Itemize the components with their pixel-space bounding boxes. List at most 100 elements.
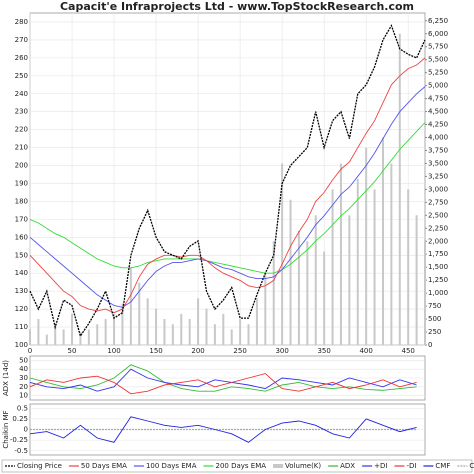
volume-bar — [213, 324, 216, 345]
volume-bar — [373, 189, 376, 345]
volume-bar — [171, 324, 174, 345]
y-tick-label: 190 — [15, 179, 28, 187]
volume-bar — [129, 267, 132, 345]
y-tick-label: 120 — [15, 305, 28, 313]
y-tick-label: 240 — [15, 90, 28, 98]
x-tick-label: 250 — [233, 347, 246, 355]
y-tick-label: 140 — [15, 269, 28, 277]
y2-tick-label: 1,750 — [428, 250, 448, 258]
volume-bar — [239, 319, 242, 345]
y2-tick-label: 2,750 — [428, 198, 448, 206]
y-tick-label: 50 — [19, 356, 28, 364]
x-tick-label: 100 — [107, 347, 120, 355]
y2-tick-label: 6,000 — [428, 30, 448, 38]
volume-bar — [104, 319, 107, 345]
volume-bar — [54, 324, 57, 345]
y2-tick-label: 5,000 — [428, 82, 448, 90]
volume-bar — [306, 241, 309, 345]
series-line — [29, 57, 426, 314]
series-line — [29, 368, 417, 392]
volume-bar — [87, 329, 90, 345]
volume-bar — [96, 324, 99, 345]
y-tick-label: 10 — [19, 392, 28, 400]
y2-tick-label: 750 — [428, 302, 441, 310]
y2-tick-label: 1,500 — [428, 263, 448, 271]
legend-box — [1, 459, 473, 473]
y2-tick-label: 2,500 — [428, 211, 448, 219]
y2-tick-label: 2,250 — [428, 224, 448, 232]
y-tick-label: 250 — [15, 72, 28, 80]
y-tick-label: 0 — [24, 426, 28, 434]
volume-bar — [37, 319, 40, 345]
y-tick-label: 170 — [15, 215, 28, 223]
legend-label: 100 Days EMA — [146, 462, 197, 470]
series-line — [29, 373, 417, 395]
volume-bar — [365, 147, 368, 345]
volume-bar — [71, 313, 74, 345]
volume-bar — [205, 308, 208, 345]
volume-bar — [348, 215, 351, 345]
legend-label: +DI — [374, 462, 387, 470]
volume-bar — [398, 33, 401, 345]
volume-bar — [424, 241, 426, 345]
y-tick-label: 260 — [15, 54, 28, 62]
y-tick-label: 40 — [19, 365, 28, 373]
y2-tick-label: 5,750 — [428, 43, 448, 51]
legend-label: CMF 0 — [469, 462, 474, 470]
volume-bar — [247, 324, 250, 345]
x-tick-label: 350 — [317, 347, 330, 355]
y2-tick-label: 3,500 — [428, 159, 448, 167]
volume-bar — [255, 298, 258, 345]
series-line — [29, 86, 426, 308]
volume-bar — [390, 163, 393, 345]
volume-bar — [297, 230, 300, 345]
y2-tick-label: 4,500 — [428, 108, 448, 116]
y-tick-label: 110 — [15, 323, 28, 331]
volume-bar — [188, 319, 191, 345]
volume-bar — [264, 272, 267, 345]
y-tick-label: 200 — [15, 162, 28, 170]
y-tick-label: -0.5 — [14, 447, 28, 455]
legend-label: Closing Price — [17, 462, 62, 470]
x-tick-label: 150 — [149, 347, 162, 355]
volume-bar — [45, 334, 48, 345]
y2-tick-label: 3,750 — [428, 146, 448, 154]
volume-bar — [407, 189, 410, 345]
volume-bar — [339, 163, 342, 345]
y2-tick-label: 5,250 — [428, 69, 448, 77]
legend-label: ADX — [340, 462, 355, 470]
y-tick-label: 210 — [15, 144, 28, 152]
volume-bar — [289, 199, 292, 345]
y2-tick-label: 250 — [428, 328, 441, 336]
y-tick-label: 30 — [19, 374, 28, 382]
volume-bar — [323, 251, 326, 345]
volume-bar — [121, 303, 124, 345]
volume-bar — [356, 179, 359, 345]
y-axis-label: ADX (14d) — [2, 360, 10, 396]
y-tick-label: -0.25 — [10, 436, 28, 444]
y-tick-label: 150 — [15, 251, 28, 259]
y-tick-label: 280 — [15, 18, 28, 26]
y2-tick-label: 1,000 — [428, 289, 448, 297]
y2-tick-label: 3,250 — [428, 172, 448, 180]
volume-bar — [197, 298, 200, 345]
volume-bar — [230, 329, 233, 345]
chart-title: Capacit'e Infraprojects Ltd - www.TopSto… — [60, 0, 414, 13]
volume-bar — [381, 137, 384, 345]
x-tick-label: 50 — [68, 347, 77, 355]
series-line — [29, 122, 426, 274]
volume-bar — [79, 332, 82, 345]
volume-bar — [29, 329, 31, 345]
panel — [29, 12, 426, 346]
x-tick-label: 200 — [191, 347, 204, 355]
volume-bar — [272, 241, 275, 345]
volume-bar — [155, 308, 158, 345]
volume-bar — [222, 313, 225, 345]
volume-bar — [314, 215, 317, 345]
legend-label: CMF — [435, 462, 450, 470]
volume-bar — [113, 313, 116, 345]
x-tick-label: 400 — [359, 347, 372, 355]
y-axis-label: Chaikin MF — [2, 410, 10, 448]
y-tick-label: 220 — [15, 126, 28, 134]
